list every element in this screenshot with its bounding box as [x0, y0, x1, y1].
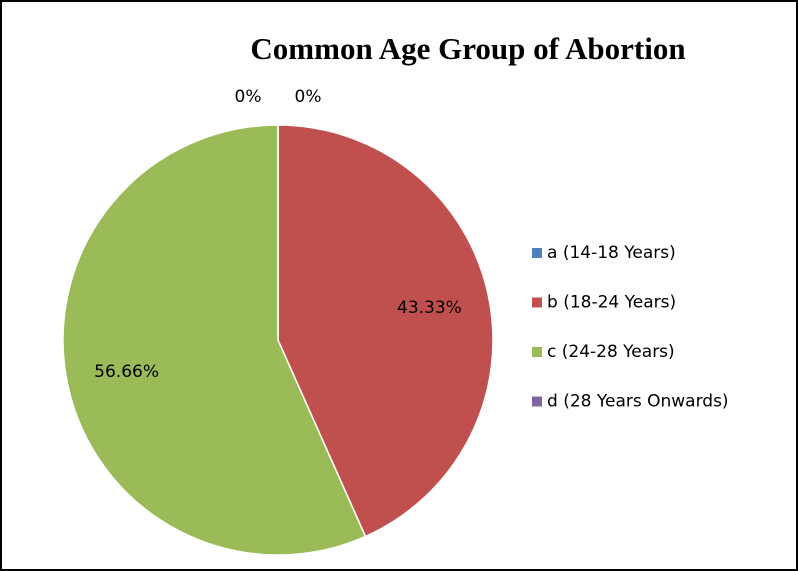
legend-label: c (24-28 Years) — [547, 342, 675, 362]
pie-slice — [277, 124, 494, 538]
data-label: 0% — [235, 87, 262, 107]
legend-label: d (28 Years Onwards) — [547, 392, 729, 412]
legend-label: b (18-24 Years) — [547, 293, 676, 313]
data-label: 43.33% — [397, 298, 462, 318]
data-label: 0% — [295, 87, 322, 107]
legend-swatch — [532, 396, 542, 407]
chart-title: Common Age Group of Abortion — [250, 31, 685, 66]
legend-label: a (14-18 Years) — [547, 243, 676, 263]
legend-swatch — [532, 297, 542, 308]
data-label: 56.66% — [94, 362, 159, 382]
legend-swatch — [532, 248, 542, 258]
pie-slice — [62, 124, 367, 556]
legend-swatch — [532, 347, 542, 357]
